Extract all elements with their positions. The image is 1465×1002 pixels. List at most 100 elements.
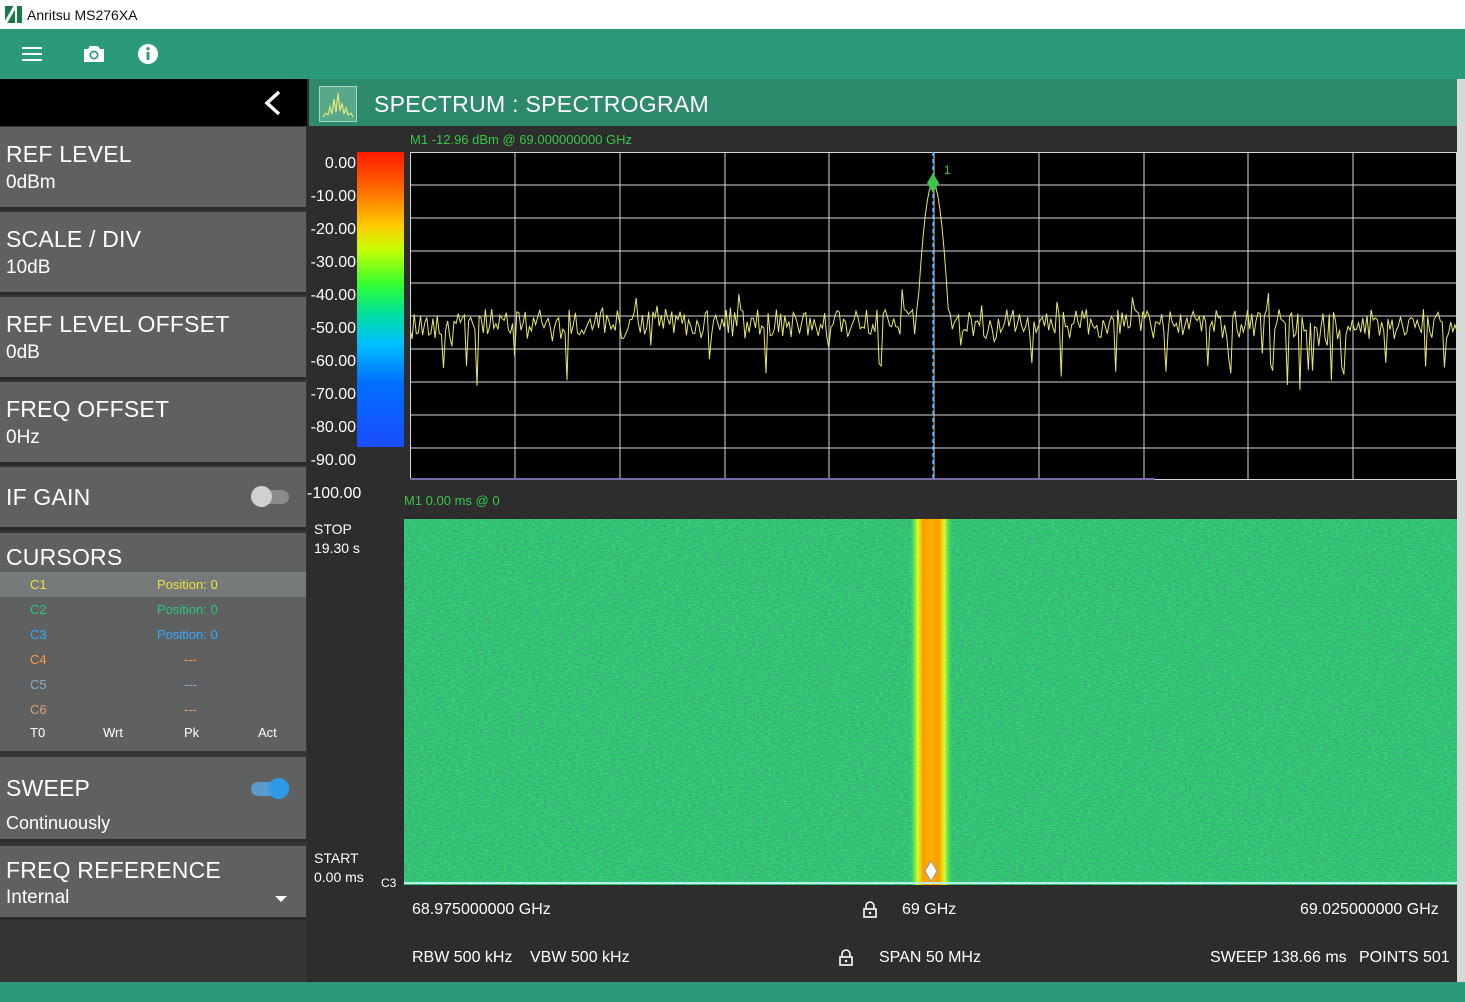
top-toolbar (0, 29, 1465, 79)
spectrogram-plot[interactable] (404, 519, 1457, 885)
freq-start-label: 68.975000000 GHz (412, 901, 551, 918)
window-title-bar: Anritsu MS276XA (0, 0, 1465, 29)
measurement-area: SPECTRUM : SPECTROGRAM M1 -12.96 dBm @ 6… (307, 79, 1465, 982)
cursor-name: C6 (30, 702, 47, 717)
info-icon[interactable] (133, 39, 163, 69)
freq-offset-title: FREQ OFFSET (6, 396, 170, 422)
cursor-row-c5[interactable]: C5 --- (0, 672, 306, 697)
vbw-label[interactable]: VBW 500 kHz (530, 949, 630, 966)
cursor-footer-pk[interactable]: Pk (184, 725, 200, 740)
collapse-panel-chevron-icon[interactable] (259, 87, 289, 119)
y-tick: -30.00 (310, 254, 356, 271)
ref-level-offset-card[interactable]: REF LEVEL OFFSET 0dB (0, 297, 306, 380)
y-tick: -10.00 (310, 188, 356, 205)
rbw-label[interactable]: RBW 500 kHz (412, 949, 513, 966)
dropdown-arrow-icon[interactable] (275, 896, 287, 903)
y-tick: 0.00 (324, 155, 356, 172)
stop-value: 19.30 s (314, 540, 360, 556)
lock-icon[interactable] (863, 901, 877, 918)
cursors-title: CURSORS (6, 544, 123, 570)
vertical-scrollbar[interactable] (1457, 79, 1465, 982)
cursor-row-c2[interactable]: C2 Position: 0 (0, 597, 306, 622)
y-tick: -50.00 (310, 320, 356, 337)
cursor-position: Position: 0 (157, 577, 218, 592)
hamburger-menu-icon[interactable] (17, 39, 47, 69)
ref-level-value: 0dBm (6, 172, 56, 193)
start-value: 0.00 ms (314, 869, 364, 885)
cursor-position: --- (184, 702, 197, 717)
spectrum-trace-svg: 1 (409, 152, 1458, 480)
ref-level-offset-title: REF LEVEL OFFSET (6, 311, 230, 337)
y-tick: -40.00 (310, 287, 356, 304)
cursor-name: C1 (30, 577, 47, 592)
cursor-row-c6[interactable]: C6 --- (0, 697, 306, 722)
cursor-footer-act[interactable]: Act (258, 725, 277, 740)
cursor-name: C3 (30, 627, 47, 642)
lock-icon[interactable] (839, 949, 853, 966)
freq-center-label[interactable]: 69 GHz (902, 901, 957, 918)
points-label[interactable]: POINTS 501 (1359, 949, 1450, 966)
freq-reference-card[interactable]: FREQ REFERENCE Internal (0, 846, 306, 920)
cursor-position: Position: 0 (157, 627, 218, 642)
y-tick: -70.00 (310, 386, 356, 403)
spectrum-plot[interactable]: 1 (409, 152, 1458, 480)
sweep-card[interactable]: SWEEP Continuously (0, 757, 306, 842)
if-gain-title: IF GAIN (6, 484, 91, 510)
freq-reference-title: FREQ REFERENCE (6, 857, 221, 883)
marker-1-label: 1 (944, 163, 951, 177)
y-tick: -100.00 (307, 485, 362, 502)
y-tick: -60.00 (310, 353, 356, 370)
measurement-title: SPECTRUM : SPECTROGRAM (374, 91, 710, 117)
cursor-footer-t0[interactable]: T0 (30, 725, 46, 740)
spectrogram-marker-readout: M1 0.00 ms @ 0 (404, 493, 500, 508)
y-tick: -80.00 (310, 419, 356, 436)
freq-offset-value: 0Hz (6, 427, 40, 448)
window-title: Anritsu MS276XA (27, 6, 138, 23)
cursor-row-c3[interactable]: C3 Position: 0 (0, 622, 306, 647)
sweep-title: SWEEP (6, 775, 91, 801)
camera-icon[interactable] (79, 39, 109, 69)
sweep-time-label[interactable]: SWEEP 138.66 ms (1210, 949, 1347, 966)
cursor-position: Position: 0 (157, 602, 218, 617)
sweep-value: Continuously (6, 813, 111, 833)
sweep-toggle[interactable] (251, 778, 289, 799)
settings-panel: REF LEVEL 0dBm SCALE / DIV 10dB REF LEVE… (0, 79, 307, 982)
cursor-position: --- (184, 677, 197, 692)
anritsu-logo-icon (5, 6, 22, 23)
spectrogram-svg (404, 519, 1457, 885)
cursor-row-c1[interactable]: C1 Position: 0 (0, 572, 306, 597)
scale-div-title: SCALE / DIV (6, 226, 142, 252)
marker-1-diamond-icon (927, 173, 939, 193)
cursor-name: C2 (30, 602, 47, 617)
toggle-knob (251, 486, 272, 507)
span-label[interactable]: SPAN 50 MHz (879, 949, 981, 966)
marker-1-spectrogram-diamond-icon (924, 860, 938, 882)
ref-level-title: REF LEVEL (6, 141, 132, 167)
toggle-knob (268, 778, 289, 799)
cursor-position: --- (184, 652, 197, 667)
y-tick: -20.00 (310, 221, 356, 238)
scale-div-card[interactable]: SCALE / DIV 10dB (0, 212, 306, 295)
cursor-footer-wrt[interactable]: Wrt (103, 725, 123, 740)
freq-stop-label: 69.025000000 GHz (1300, 901, 1439, 918)
stop-label: STOP (314, 521, 352, 537)
measurement-header: SPECTRUM : SPECTROGRAM (309, 79, 1457, 126)
spectrum-marker-readout: M1 -12.96 dBm @ 69.000000000 GHz (410, 132, 633, 147)
cursors-card: CURSORS C1 Position: 0 C2 Position: 0 C3… (0, 533, 306, 751)
panel-header (0, 79, 307, 126)
start-label: START (314, 850, 359, 866)
spectrum-mode-icon[interactable] (319, 86, 357, 122)
cursor-name: C5 (30, 677, 47, 692)
spectrogram-color-scale (357, 152, 404, 447)
cursor-c3-tag[interactable]: C3 (381, 876, 397, 890)
y-tick: -90.00 (310, 452, 356, 469)
bottom-status-bar (0, 982, 1465, 1002)
ref-level-card[interactable]: REF LEVEL 0dBm (0, 127, 306, 210)
cursor-name: C4 (30, 652, 47, 667)
freq-offset-card[interactable]: FREQ OFFSET 0Hz (0, 382, 306, 465)
ref-level-offset-value: 0dB (6, 342, 40, 363)
scale-div-value: 10dB (6, 257, 51, 278)
if-gain-card[interactable]: IF GAIN (0, 467, 306, 530)
if-gain-toggle[interactable] (251, 486, 289, 507)
cursor-row-c4[interactable]: C4 --- (0, 647, 306, 672)
